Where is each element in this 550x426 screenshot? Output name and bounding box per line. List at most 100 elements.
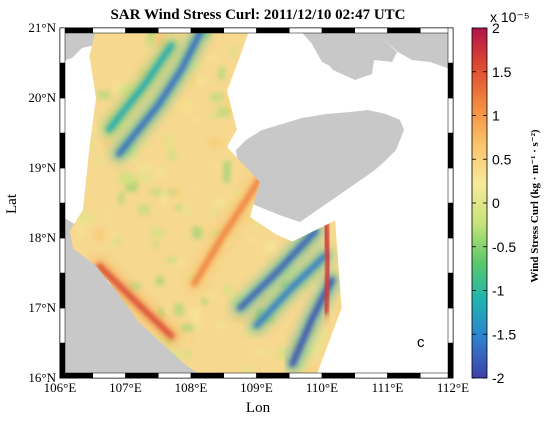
- curl-cell: [132, 147, 139, 160]
- curl-cell: [128, 282, 141, 291]
- border-segment-left: [59, 307, 66, 344]
- curl-cell: [77, 227, 83, 236]
- curl-cell: [93, 228, 105, 242]
- curl-cell: [216, 322, 227, 329]
- border-segment-left: [59, 237, 66, 274]
- border-segment-bottom: [354, 372, 388, 379]
- curl-cell: [158, 307, 165, 317]
- y-tick-label: 19°N: [28, 160, 56, 175]
- curl-cell: [223, 284, 232, 295]
- curl-cell: [162, 305, 169, 314]
- border-segment-bottom: [223, 372, 257, 379]
- curl-cell: [160, 191, 168, 206]
- curl-feature: [237, 228, 319, 311]
- curl-cell: [252, 349, 267, 355]
- border-segment-left: [59, 27, 66, 64]
- curl-cell: [150, 228, 164, 239]
- curl-cell: [249, 236, 255, 244]
- curl-cell: [195, 75, 207, 86]
- curl-cell: [202, 298, 208, 305]
- curl-cell: [230, 45, 236, 57]
- curl-feature: [96, 263, 175, 339]
- x-tick-label: 106°E: [44, 380, 77, 395]
- x-tick-label: 108°E: [175, 380, 208, 395]
- curl-cell: [118, 192, 124, 205]
- curl-cell: [208, 136, 218, 149]
- colorbar-tick-label: -0.5: [492, 239, 516, 255]
- border-segment-top: [223, 27, 257, 34]
- colorbar-tick-label: 1: [492, 108, 500, 124]
- border-segment-top: [256, 27, 290, 34]
- y-tick-label: 20°N: [28, 90, 56, 105]
- curl-cell: [207, 292, 220, 301]
- curl-cell: [210, 93, 224, 103]
- curl-cell: [168, 148, 176, 161]
- border-segment-top: [354, 27, 388, 34]
- curl-cell: [216, 262, 229, 273]
- curl-cell: [209, 112, 222, 119]
- curl-cell: [309, 343, 319, 358]
- curl-cell: [144, 253, 155, 262]
- y-tick-label: 17°N: [28, 300, 56, 315]
- border-segment-left: [59, 202, 66, 239]
- curl-cell: [192, 117, 200, 124]
- curl-cell: [154, 33, 166, 46]
- colorbar-tick-label: -2: [492, 370, 505, 386]
- border-segment-bottom: [190, 372, 224, 379]
- curl-cell: [232, 316, 245, 323]
- curl-cell: [312, 283, 322, 292]
- curl-cell: [79, 214, 94, 224]
- curl-cell: [102, 210, 108, 221]
- curl-cell: [163, 134, 173, 148]
- curl-features: [91, 28, 340, 372]
- x-tick-label: 112°E: [437, 380, 469, 395]
- curl-cell: [137, 204, 150, 215]
- panel-label: c: [417, 334, 425, 351]
- border-segment-left: [59, 342, 66, 379]
- curl-cell: [189, 332, 195, 346]
- border-segment-right: [447, 202, 454, 239]
- curl-cell: [223, 169, 230, 183]
- border-segment-right: [447, 167, 454, 204]
- curl-cell: [150, 188, 163, 197]
- curl-cell: [192, 319, 203, 330]
- border-segment-right: [447, 62, 454, 99]
- curl-cell: [217, 138, 226, 150]
- border-segment-right: [447, 97, 454, 134]
- curl-feature: [116, 28, 204, 157]
- border-segment-top: [92, 27, 126, 34]
- curl-cell: [243, 365, 251, 378]
- border-segment-left: [59, 97, 66, 134]
- border-segment-right: [447, 342, 454, 379]
- map-border-ticks: [59, 27, 454, 379]
- curl-cell: [175, 204, 182, 211]
- curl-feature: [191, 175, 263, 287]
- x-tick-label: 110°E: [306, 380, 338, 395]
- curl-cell: [121, 172, 135, 184]
- curl-cell: [206, 55, 219, 62]
- curl-cell: [271, 258, 277, 265]
- curl-cell: [156, 334, 166, 347]
- chart-title: SAR Wind Stress Curl: 2011/12/10 02:47 U…: [110, 7, 405, 23]
- curl-cell: [113, 236, 122, 245]
- curl-cell: [128, 157, 137, 163]
- border-segment-left: [59, 62, 66, 99]
- colorbar-tick-label: -1: [492, 283, 505, 299]
- border-segment-right: [447, 237, 454, 274]
- land-leizhou-peninsula: [298, 28, 453, 72]
- curl-cell: [192, 226, 203, 239]
- curl-cell: [186, 74, 198, 88]
- curl-feature: [106, 42, 175, 133]
- border-segment-top: [387, 27, 421, 34]
- colorbar-tick-label: 0: [492, 195, 500, 211]
- curl-cell: [97, 90, 111, 100]
- curl-cell: [174, 303, 184, 316]
- curl-cell: [303, 282, 310, 289]
- curl-cell: [222, 161, 231, 171]
- x-axis-label: Lon: [246, 400, 271, 416]
- border-segment-right: [447, 307, 454, 344]
- curl-cell: [153, 241, 159, 249]
- colorbar-tick-label: 0.5: [492, 151, 512, 167]
- curl-cell: [214, 198, 226, 208]
